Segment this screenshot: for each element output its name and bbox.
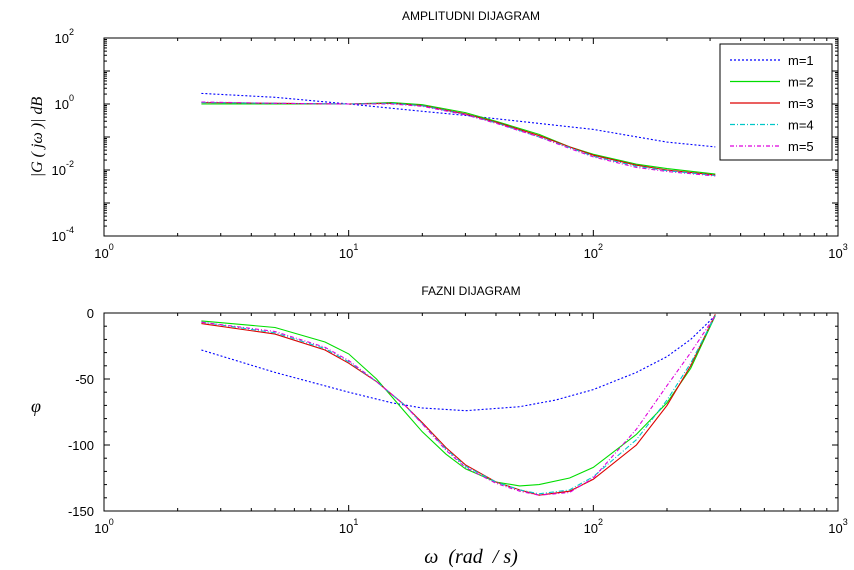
y-tick-label: 102 <box>55 27 74 46</box>
legend: m=1 m=2 m=3 m=4 m=5 <box>719 43 833 161</box>
phase-chart: FAZNI DIJAGRAM 100 101 102 1030-50-100-150 … <box>31 284 848 568</box>
amplitude-y-label-text: |G ( jω )| dB <box>29 97 46 178</box>
y-tick-label: -150 <box>68 504 94 519</box>
amplitude-chart-title: AMPLITUDNI DIJAGRAM <box>402 9 540 23</box>
phase-x-axis-label: ω (rad / s) <box>424 546 518 568</box>
legend-label: m=5 <box>788 139 814 154</box>
x-tick-label: 103 <box>828 242 847 261</box>
legend-label: m=2 <box>788 75 814 90</box>
phase-series <box>201 314 716 496</box>
phase-chart-title: FAZNI DIJAGRAM <box>421 284 520 298</box>
phase-plot-area <box>103 312 839 512</box>
phase-ticks: 100 101 102 103 0 -50 -100 -150 <box>68 306 848 536</box>
y-tick-label: -100 <box>68 438 94 453</box>
y-tick-label: 100 <box>55 93 74 112</box>
y-tick-label: 0 <box>87 306 94 321</box>
amplitude-plot-area <box>103 37 839 237</box>
series-line-m1 <box>201 92 716 148</box>
x-tick-label: 103 <box>828 517 847 536</box>
series-line-m2 <box>201 315 716 487</box>
series-line-m1 <box>201 315 716 412</box>
series-line-m5 <box>201 101 716 177</box>
y-tick-label: -50 <box>75 372 94 387</box>
legend-label: m=3 <box>788 96 814 111</box>
x-tick-label: 102 <box>584 517 603 536</box>
series-line-m4 <box>201 315 716 495</box>
phase-y-axis-label: φ <box>31 396 41 416</box>
legend-box <box>719 43 833 161</box>
amplitude-series <box>201 92 716 177</box>
x-tick-label: 101 <box>339 517 358 536</box>
amplitude-chart: AMPLITUDNI DIJAGRAM 100 101 102 103 102 100 10… <box>29 9 848 261</box>
x-tick-label: 100 <box>94 242 113 261</box>
x-tick-label: 101 <box>339 242 358 261</box>
legend-label: m=1 <box>788 53 814 68</box>
amplitude-y-axis-label: |G ( jω )| dB <box>29 97 46 178</box>
legend-label: m=4 <box>788 118 814 133</box>
series-line-m3 <box>201 314 716 496</box>
x-tick-label: 102 <box>584 242 603 261</box>
x-tick-label: 100 <box>94 517 113 536</box>
y-tick-label: 10-2 <box>52 159 74 178</box>
series-line-m5 <box>201 315 716 496</box>
y-tick-label: 10-4 <box>52 225 74 244</box>
